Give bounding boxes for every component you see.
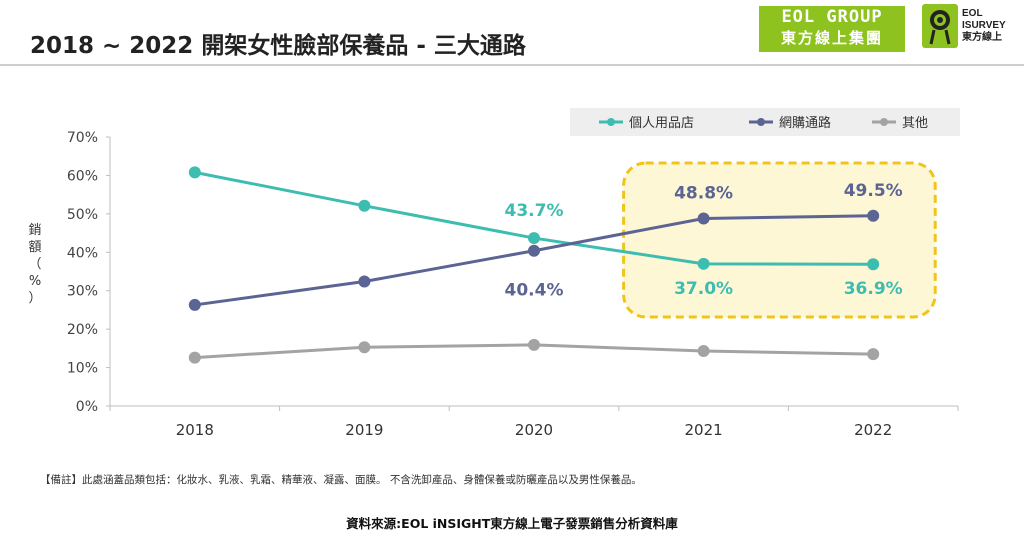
isurvey-logo-text: EOL ISURVEY 東方線上: [962, 8, 1006, 44]
x-tick-label: 2022: [854, 421, 892, 439]
data-source: 資料來源:EOL iNSIGHT東方線上電子發票銷售分析資料庫: [346, 516, 678, 531]
data-point: [697, 212, 710, 225]
x-tick-label: 2019: [345, 421, 383, 439]
y-axis-title-char: ）: [28, 291, 41, 306]
isurvey-logo: EOL ISURVEY 東方線上: [922, 4, 1020, 50]
line-chart: 0% 10% 20% 30% 40% 50% 60% 70% 2018 2019 2020 2021 2…: [28, 108, 960, 439]
y-tick-label: 0%: [76, 399, 98, 415]
data-point: [697, 257, 710, 270]
data-point: [358, 341, 371, 354]
data-point: [188, 351, 201, 364]
legend-swatch-marker: [607, 118, 615, 126]
y-axis-title-char: 額: [28, 240, 41, 255]
y-tick-label: 30%: [67, 284, 98, 300]
data-point: [528, 232, 540, 245]
y-tick-label: 40%: [67, 245, 98, 261]
y-tick-label: 10%: [67, 361, 98, 377]
title-divider: [0, 64, 1024, 66]
legend-label: 其他: [902, 116, 928, 131]
eol-logo-line1: EOL GROUP: [781, 7, 883, 27]
data-point: [528, 338, 540, 351]
isurvey-logo-line2: ISURVEY: [962, 20, 1006, 31]
eol-logo-line2: 東方線上集團: [780, 29, 883, 47]
data-point: [867, 209, 880, 222]
legend-swatch-marker: [880, 118, 888, 126]
data-point: [188, 298, 201, 311]
data-point: [867, 258, 880, 271]
eye-icon: [922, 4, 958, 48]
y-axis-title-char: 銷: [28, 222, 41, 238]
highlight-box: [622, 161, 937, 319]
data-point: [188, 166, 201, 179]
x-tick-label: 2021: [685, 421, 723, 439]
y-tick-label: 70%: [67, 130, 98, 146]
legend-label: 網購通路: [779, 115, 831, 131]
y-axis-title-char: %: [29, 274, 41, 289]
data-point: [528, 244, 540, 257]
data-point: [358, 199, 371, 212]
x-tick-label: 2020: [515, 421, 553, 439]
data-label: 43.7%: [505, 201, 564, 221]
data-label: 36.9%: [844, 279, 903, 299]
x-tick-label: 2018: [176, 421, 214, 439]
data-point: [867, 348, 880, 361]
y-tick-label: 60%: [67, 168, 98, 184]
data-label: 40.4%: [505, 281, 564, 301]
data-label: 49.5%: [844, 181, 903, 201]
page-title: 2018 ~ 2022 開架女性臉部保養品 - 三大通路: [30, 33, 526, 59]
data-point: [358, 275, 371, 288]
footnote: 【備註】此處涵蓋品類包括：化妝水、乳液、乳霜、精華液、凝露、面膜。 不含洗卸產品…: [40, 474, 642, 486]
y-tick-label: 50%: [67, 207, 98, 223]
y-tick-label: 20%: [67, 322, 98, 338]
data-label: 48.8%: [674, 183, 733, 203]
legend-label: 個人用品店: [629, 116, 694, 131]
y-axis-title-char: （: [28, 257, 41, 272]
eol-group-logo: EOL GROUP 東方線上集團: [759, 6, 905, 52]
isurvey-logo-line1: EOL: [962, 8, 983, 19]
data-label: 37.0%: [674, 279, 733, 299]
data-point: [697, 345, 710, 358]
legend-swatch-marker: [757, 118, 765, 126]
isurvey-logo-line3: 東方線上: [962, 32, 1002, 43]
